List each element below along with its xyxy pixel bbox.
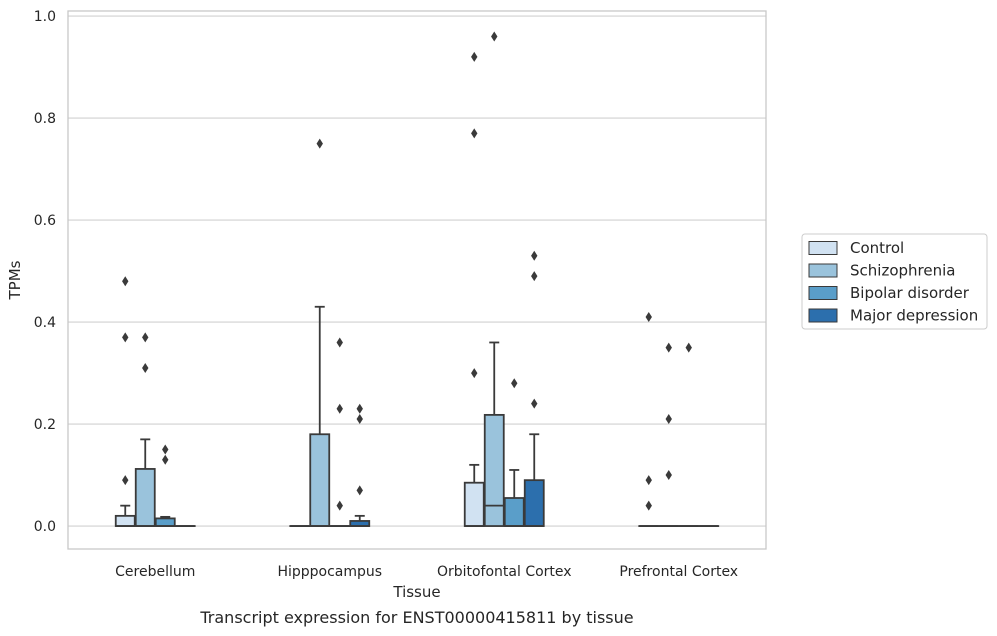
outlier-point xyxy=(645,311,652,322)
x-tick-label: Cerebellum xyxy=(115,564,195,580)
y-tick-labels: 0.0 0.2 0.4 0.6 0.8 1.0 xyxy=(34,9,56,535)
box-control xyxy=(463,51,485,527)
outlier-point xyxy=(531,250,538,261)
y-tick-label: 0.8 xyxy=(34,111,56,127)
legend-swatch xyxy=(808,286,838,300)
box-major-depression xyxy=(349,403,371,527)
y-tick-label: 1.0 xyxy=(34,9,56,25)
outlier-point xyxy=(336,500,343,511)
boxes xyxy=(114,31,720,527)
legend-label: Control xyxy=(850,239,904,257)
outlier-point xyxy=(142,332,149,343)
plot-frame xyxy=(67,10,767,550)
outlier-point xyxy=(531,271,538,282)
legend-swatch xyxy=(808,241,838,255)
outlier-point xyxy=(356,413,363,424)
outlier-point xyxy=(531,398,538,409)
x-tick-label: Prefrontal Cortex xyxy=(619,564,738,580)
legend-swatch xyxy=(808,308,838,323)
box-iqr xyxy=(483,413,505,527)
box-schizophrenia xyxy=(658,342,680,527)
legend: Control Schizophrenia Bipolar disorder Majo… xyxy=(801,233,988,330)
outlier-point xyxy=(665,413,672,424)
outlier-point xyxy=(356,485,363,496)
outlier-point xyxy=(316,138,323,149)
box-iqr xyxy=(114,514,136,527)
legend-label: Schizophrenia xyxy=(850,262,955,280)
outlier-point xyxy=(491,31,498,42)
outlier-point xyxy=(162,454,169,465)
box-iqr xyxy=(134,468,156,527)
box-iqr xyxy=(309,433,331,527)
y-tick-label: 0.2 xyxy=(34,417,56,433)
y-tick-label: 0.6 xyxy=(34,213,56,229)
outlier-point xyxy=(685,342,692,353)
y-axis-label: TPMs xyxy=(6,260,24,300)
outlier-point xyxy=(336,337,343,348)
outlier-point xyxy=(336,403,343,414)
box-schizophrenia xyxy=(309,138,331,527)
outlier-point xyxy=(665,470,672,481)
y-tick-label: 0.4 xyxy=(34,315,56,331)
x-axis-label: Tissue xyxy=(392,583,440,601)
outlier-point xyxy=(665,342,672,353)
box-iqr xyxy=(523,479,545,527)
x-tick-label: Hipppocampus xyxy=(277,564,382,580)
x-tick-label: Orbitofontal Cortex xyxy=(437,564,572,580)
outlier-point xyxy=(511,378,518,389)
legend-swatch xyxy=(808,263,838,278)
box-bipolar-disorder xyxy=(678,342,700,527)
outlier-point xyxy=(471,51,478,62)
outlier-point xyxy=(645,475,652,486)
box-iqr xyxy=(463,481,485,527)
outlier-point xyxy=(122,475,129,486)
box-schizophrenia xyxy=(134,332,156,527)
outlier-point xyxy=(471,368,478,379)
box-bipolar-disorder xyxy=(503,378,525,527)
box-major-depression xyxy=(523,250,545,527)
box-schizophrenia xyxy=(483,31,505,527)
outlier-point xyxy=(645,500,652,511)
box-control xyxy=(114,276,136,527)
chart-caption: Transcript expression for ENST0000041581… xyxy=(199,608,633,627)
y-tick-label: 0.0 xyxy=(34,519,56,535)
outlier-point xyxy=(122,332,129,343)
box-iqr xyxy=(503,497,525,527)
box-bipolar-disorder xyxy=(154,444,176,527)
outlier-point xyxy=(471,128,478,139)
box-iqr xyxy=(154,517,176,527)
legend-label: Major depression xyxy=(850,307,978,325)
box-bipolar-disorder xyxy=(329,337,351,527)
outlier-point xyxy=(356,403,363,414)
gridlines xyxy=(68,15,766,527)
legend-label: Bipolar disorder xyxy=(850,284,970,302)
box-control xyxy=(638,311,660,527)
outlier-point xyxy=(142,362,149,373)
x-tick-labels: Cerebellum Hipppocampus Orbitofontal Corte… xyxy=(115,564,738,580)
outlier-point xyxy=(122,276,129,287)
legend-frame xyxy=(801,233,988,330)
outlier-point xyxy=(162,444,169,455)
